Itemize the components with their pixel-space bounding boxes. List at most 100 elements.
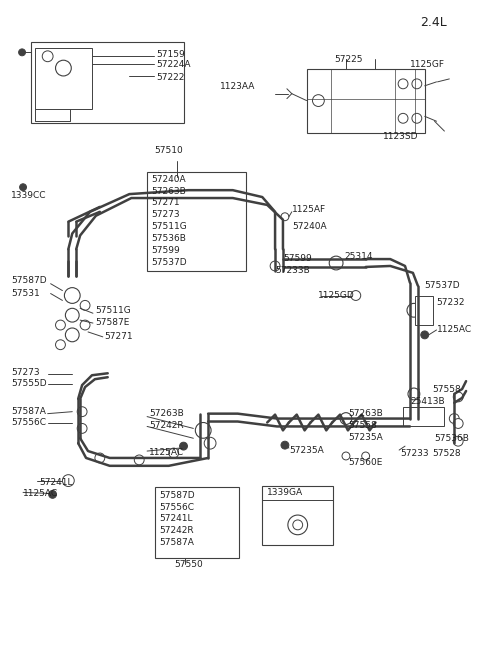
Text: 1125AF: 1125AF	[292, 206, 326, 214]
Circle shape	[453, 436, 463, 446]
Text: 57232: 57232	[436, 298, 465, 307]
Bar	[262, 485, 333, 544]
Text: 1125AC: 1125AC	[149, 447, 184, 457]
Text: 57510: 57510	[154, 146, 183, 155]
Text: 57599: 57599	[283, 253, 312, 263]
Text: 57558: 57558	[348, 421, 377, 430]
Text: 57263B: 57263B	[348, 409, 383, 418]
Circle shape	[48, 491, 57, 498]
Circle shape	[195, 422, 211, 438]
Text: 57587A: 57587A	[159, 538, 194, 547]
Text: 57536B: 57536B	[151, 234, 186, 243]
Text: 57271: 57271	[105, 332, 133, 341]
Text: 57537D: 57537D	[151, 257, 187, 267]
Text: 57240A: 57240A	[292, 222, 326, 231]
Text: 57558: 57558	[432, 384, 461, 394]
Text: 57550: 57550	[175, 560, 204, 569]
Text: 57560E: 57560E	[348, 458, 382, 468]
Circle shape	[56, 340, 65, 350]
Circle shape	[270, 261, 280, 271]
Circle shape	[169, 448, 179, 458]
Circle shape	[180, 442, 188, 450]
Text: 57241L: 57241L	[159, 514, 192, 523]
Circle shape	[62, 475, 74, 487]
Circle shape	[421, 331, 429, 339]
Circle shape	[409, 414, 419, 424]
Text: 57241L: 57241L	[39, 478, 72, 487]
Text: 57587E: 57587E	[95, 318, 129, 327]
Text: 25314: 25314	[344, 252, 372, 261]
Circle shape	[412, 79, 422, 89]
Circle shape	[281, 213, 289, 221]
Text: 57222: 57222	[156, 73, 184, 83]
Circle shape	[453, 419, 463, 428]
Text: 1123SD: 1123SD	[384, 132, 419, 141]
Circle shape	[77, 407, 87, 417]
Text: 57235A: 57235A	[348, 433, 383, 441]
Bar	[31, 43, 183, 123]
Text: 57599: 57599	[151, 246, 180, 255]
Text: 57273: 57273	[11, 368, 40, 377]
Circle shape	[351, 291, 361, 301]
Text: 57240A: 57240A	[151, 175, 186, 184]
Circle shape	[56, 60, 72, 76]
Text: 57556C: 57556C	[159, 502, 194, 512]
Text: 2.4L: 2.4L	[420, 16, 447, 29]
Text: 1339CC: 1339CC	[11, 191, 47, 200]
Circle shape	[362, 452, 370, 460]
Text: 57242R: 57242R	[159, 527, 193, 535]
Circle shape	[64, 288, 80, 303]
Circle shape	[134, 455, 144, 465]
Circle shape	[281, 441, 289, 449]
Circle shape	[329, 256, 343, 270]
Text: 1123AA: 1123AA	[220, 83, 255, 91]
Circle shape	[398, 113, 408, 123]
Text: 57536B: 57536B	[434, 434, 469, 443]
Text: 57225: 57225	[334, 55, 363, 64]
Circle shape	[95, 453, 105, 463]
Circle shape	[398, 79, 408, 89]
Text: 57233: 57233	[400, 449, 429, 458]
Circle shape	[409, 409, 419, 419]
Circle shape	[65, 328, 79, 342]
Text: 57263B: 57263B	[149, 409, 184, 418]
Text: 25413B: 25413B	[410, 398, 444, 406]
Circle shape	[340, 413, 352, 424]
Circle shape	[288, 515, 308, 534]
Text: 57556C: 57556C	[11, 418, 46, 427]
Circle shape	[312, 95, 324, 107]
Text: 57242R: 57242R	[149, 421, 184, 430]
Circle shape	[453, 392, 463, 402]
Text: 1125AC: 1125AC	[23, 489, 58, 498]
Text: 57233B: 57233B	[275, 267, 310, 275]
Text: 57263B: 57263B	[151, 187, 186, 196]
Circle shape	[408, 388, 420, 400]
Circle shape	[19, 49, 25, 56]
Text: 57531: 57531	[11, 289, 40, 298]
Text: 57528: 57528	[432, 449, 461, 458]
Text: 57159: 57159	[156, 50, 185, 59]
Text: 1339GA: 1339GA	[267, 488, 303, 497]
Text: 1125GF: 1125GF	[410, 60, 445, 69]
Circle shape	[293, 520, 303, 530]
Text: 1125GD: 1125GD	[318, 291, 355, 300]
Circle shape	[42, 51, 53, 62]
Text: 57235A: 57235A	[289, 445, 324, 455]
Bar	[155, 487, 239, 558]
Circle shape	[80, 301, 90, 310]
Text: 57537D: 57537D	[425, 281, 460, 290]
Bar	[147, 172, 246, 271]
Text: 57511G: 57511G	[95, 306, 131, 315]
Circle shape	[412, 113, 422, 123]
Circle shape	[20, 184, 26, 191]
Circle shape	[407, 303, 421, 317]
Text: 57587D: 57587D	[11, 276, 47, 285]
Circle shape	[65, 309, 79, 322]
Text: 57273: 57273	[151, 210, 180, 219]
Text: 57271: 57271	[151, 198, 180, 208]
Circle shape	[80, 320, 90, 330]
Circle shape	[204, 438, 216, 449]
Bar	[415, 295, 432, 325]
Text: 57587D: 57587D	[159, 491, 194, 500]
Text: 57587A: 57587A	[11, 407, 46, 416]
